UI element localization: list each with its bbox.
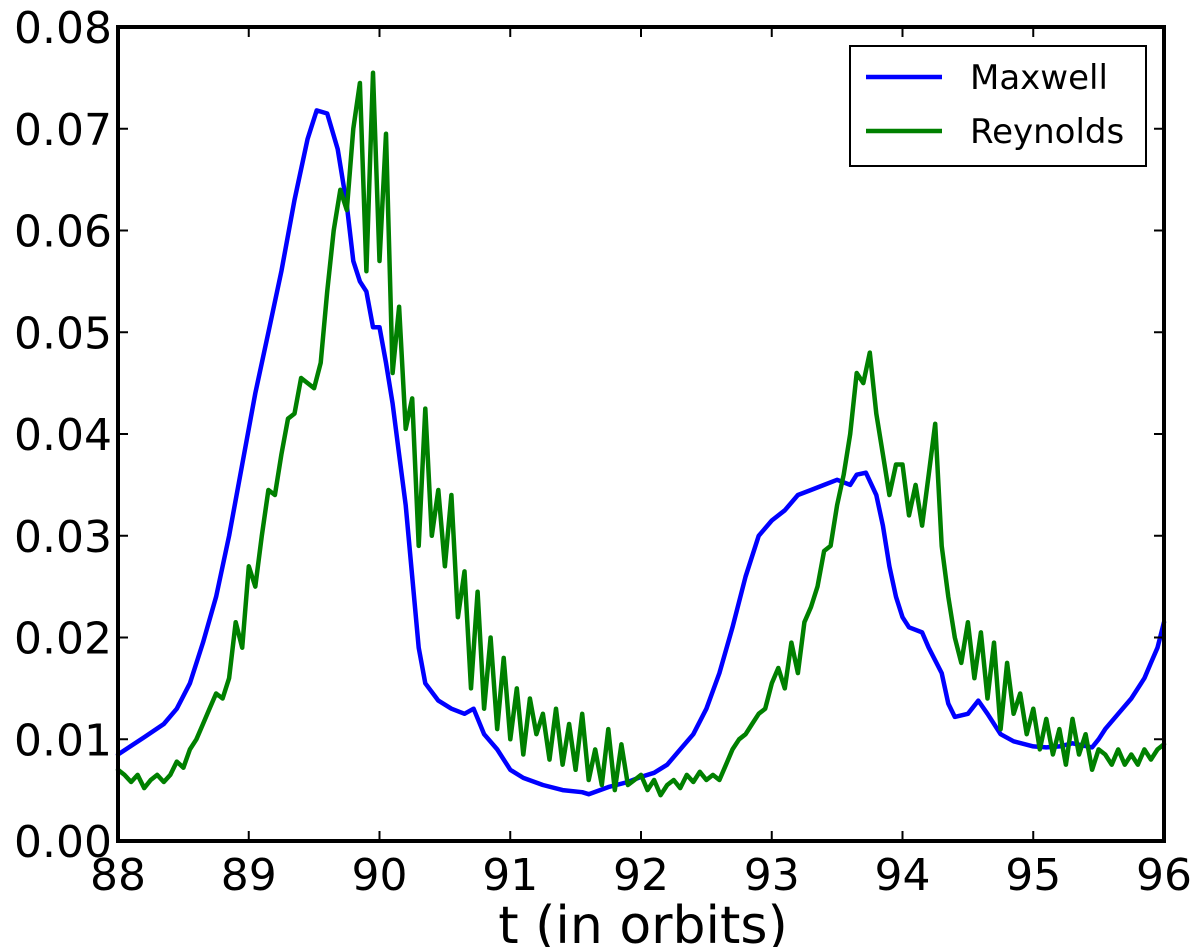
series-line-reynolds: [115, 70, 1167, 798]
x-tick-label: 95: [1005, 850, 1061, 901]
y-tick-label: 0.02: [14, 614, 112, 665]
y-tick-labels: 0.00 0.01 0.02 0.03 0.04 0.05 0.06 0.07 0.08: [14, 3, 112, 868]
y-tick-label: 0.00: [14, 817, 112, 868]
legend-box: [849, 45, 1147, 167]
axis-ticks: [117, 26, 1165, 842]
y-tick-label: 0.07: [14, 105, 112, 156]
x-tick-label: 92: [613, 850, 669, 901]
x-tick-label: 88: [90, 850, 146, 901]
y-tick-label: 0.08: [14, 3, 112, 54]
y-tick-label: 0.05: [14, 308, 112, 359]
legend-label-reynolds: Reynolds: [970, 112, 1124, 152]
x-tick-labels: 88 89 90 91 92 93 94 95 96: [90, 850, 1192, 901]
x-axis-title: t (in orbits): [498, 896, 788, 947]
x-tick-label: 91: [482, 850, 538, 901]
legend-label-maxwell: Maxwell: [970, 58, 1108, 98]
series-line-maxwell: [115, 108, 1167, 797]
legend: Maxwell Reynolds: [849, 45, 1147, 167]
x-tick-label: 89: [221, 850, 277, 901]
x-tick-label: 90: [352, 850, 408, 901]
series-lines: [115, 70, 1167, 798]
y-tick-label: 0.04: [14, 410, 112, 461]
y-tick-label: 0.01: [14, 715, 112, 766]
y-tick-label: 0.03: [14, 512, 112, 563]
y-tick-label: 0.06: [14, 207, 112, 258]
x-tick-label: 96: [1136, 850, 1192, 901]
x-tick-label: 93: [744, 850, 800, 901]
x-tick-label: 94: [875, 850, 931, 901]
legend-entries: Maxwell Reynolds: [866, 58, 1124, 152]
